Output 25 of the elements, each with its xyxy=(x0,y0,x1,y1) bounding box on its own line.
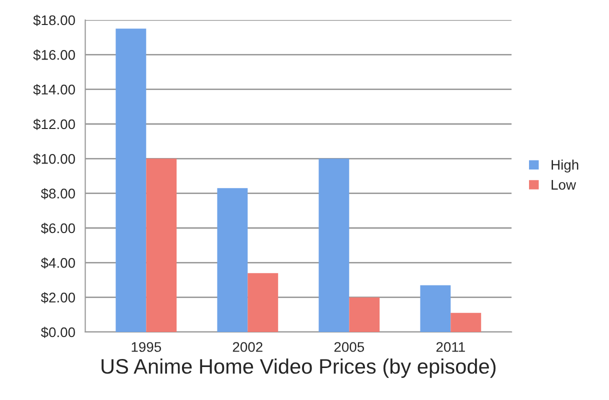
y-tick-label: $18.00 xyxy=(33,14,75,26)
text: US Anime Home Video Prices (by episode) xyxy=(102,358,496,378)
legend-label: Low xyxy=(552,180,576,190)
bar xyxy=(318,158,350,332)
y-tick-label: $14.00 xyxy=(33,84,75,96)
legend-label: High xyxy=(552,160,578,173)
y-tick-label: $6.00 xyxy=(40,222,75,234)
x-tick-label: 2005 xyxy=(334,342,364,352)
y-tick-label: $0.00 xyxy=(40,326,75,338)
bar xyxy=(146,158,177,332)
x-tick-label: 2002 xyxy=(232,342,262,352)
y-tick-label: $10.00 xyxy=(33,153,75,165)
x-tick-label: 1995 xyxy=(132,342,162,352)
y-tick-label: $4.00 xyxy=(40,257,75,269)
y-tick-label: $2.00 xyxy=(40,292,75,304)
y-tick-label: $12.00 xyxy=(33,118,75,130)
bar xyxy=(420,285,451,332)
bar xyxy=(116,28,146,332)
bar xyxy=(217,188,248,332)
y-tick-label: $8.00 xyxy=(40,188,75,200)
x-tick-label: 2011 xyxy=(436,342,465,352)
bar xyxy=(450,312,482,332)
bar xyxy=(349,297,380,332)
bar xyxy=(248,273,278,332)
y-tick-label: $16.00 xyxy=(33,49,75,61)
